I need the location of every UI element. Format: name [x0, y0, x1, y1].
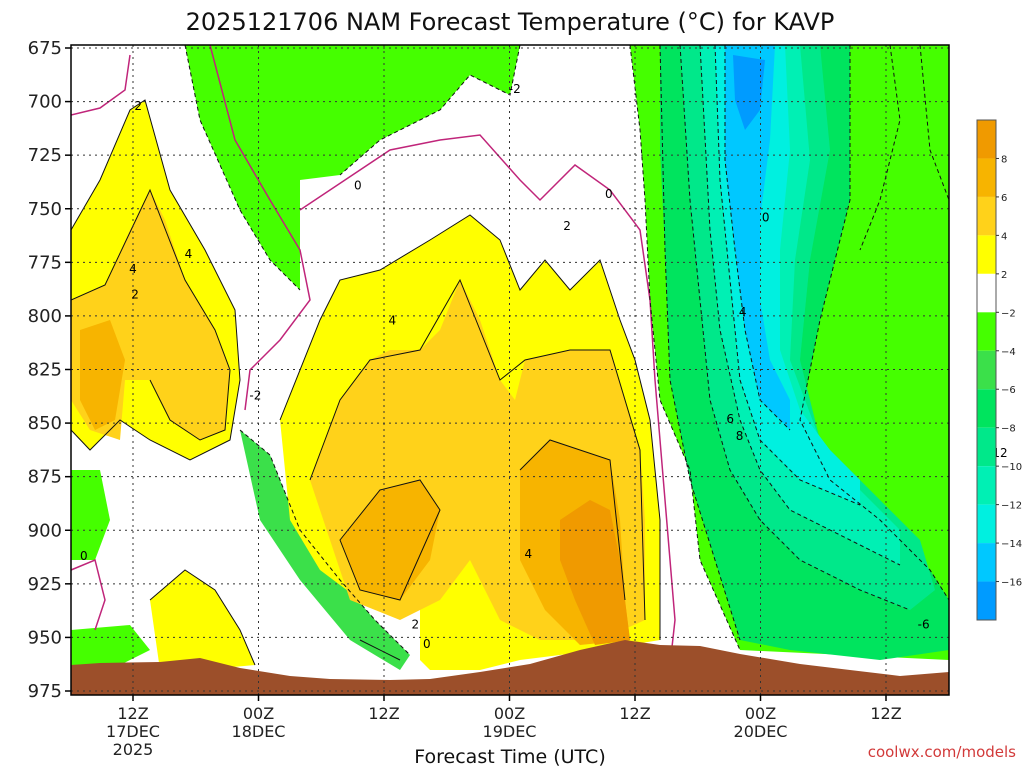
- contour-label: 0: [762, 210, 770, 224]
- y-tick-label: 950: [28, 627, 62, 648]
- contour-label: 4: [129, 262, 137, 276]
- colorbar-frame: [976, 119, 997, 621]
- colorbar-label: −8: [1001, 424, 1016, 435]
- contour-zero-line: [71, 45, 676, 666]
- y-tick-label: 850: [28, 413, 62, 434]
- y-tick-label: 900: [28, 520, 62, 541]
- temperature-field: [71, 45, 949, 695]
- x-tick-date: 20DEC: [734, 722, 788, 741]
- colorbar-segment: [977, 466, 996, 505]
- contour-label: 4: [525, 547, 533, 561]
- credit-link[interactable]: coolwx.com/models: [868, 743, 1016, 761]
- y-tick-label: 825: [28, 360, 62, 381]
- x-tick-label: 12Z: [368, 704, 399, 723]
- colorbar-label: −16: [1001, 578, 1022, 589]
- colorbar-segment: [977, 158, 996, 197]
- y-tick-label: 750: [28, 199, 62, 220]
- colorbar-segment: [977, 504, 996, 544]
- field-lightblue: [725, 45, 790, 430]
- colorbar: 8 6 4 2 −2 −4 −6 −8 −10 −12 −14 −16: [976, 119, 1022, 621]
- colorbar-segment: [977, 273, 996, 313]
- terrain-surface: [71, 640, 949, 695]
- y-tick-label: 775: [28, 252, 62, 273]
- y-tick-label: 725: [28, 145, 62, 166]
- colorbar-label: −14: [1001, 539, 1022, 550]
- contour-lines: [71, 45, 949, 666]
- contour-label: 2: [563, 219, 571, 233]
- contour-label: -6: [918, 618, 930, 632]
- field-green-lowleft: [71, 470, 110, 560]
- colorbar-label: 4: [1001, 231, 1007, 242]
- y-tick-label: 875: [28, 467, 62, 488]
- colorbar-label: 6: [1001, 193, 1007, 204]
- contour-label: 4: [185, 247, 193, 261]
- colorbar-segment: [977, 235, 996, 274]
- field-blue: [733, 55, 765, 130]
- y-tick-label: 925: [28, 574, 62, 595]
- field-darkorange-3: [80, 320, 125, 430]
- contour-label: 8: [736, 429, 744, 443]
- x-axis-title: Forecast Time (UTC): [414, 746, 605, 768]
- colorbar-label: 2: [1001, 270, 1007, 281]
- colorbar-label: −4: [1001, 347, 1016, 358]
- x-tick-date: 19DEC: [483, 722, 537, 741]
- y-tick-label: 675: [28, 38, 62, 59]
- contour-label: 0: [80, 549, 88, 563]
- x-tick-label: 12Z: [870, 704, 901, 723]
- colorbar-segment: [977, 427, 996, 467]
- contour-label: -2: [509, 82, 521, 96]
- y-tick-label: 800: [28, 306, 62, 327]
- contour-label: -2: [249, 388, 261, 402]
- colorbar-label: −12: [1001, 501, 1022, 512]
- colorbar-segment: [977, 543, 996, 582]
- contour-label: 0: [423, 637, 431, 651]
- x-tick-year: 2025: [113, 740, 154, 759]
- colorbar-segment: [977, 120, 996, 159]
- field-green-bottomleft: [71, 625, 150, 665]
- x-tick-date: 18DEC: [232, 722, 286, 741]
- x-tick-label: 00Z: [243, 704, 274, 723]
- x-tick-label: 12Z: [117, 704, 148, 723]
- contour-label: 4: [739, 305, 747, 319]
- contour-solid-lines: [71, 99, 661, 666]
- colorbar-label: −10: [1001, 462, 1022, 473]
- colorbar-label: 8: [1001, 154, 1007, 165]
- field-green-upper: [185, 45, 520, 290]
- field-darkorange-2: [340, 480, 440, 600]
- y-tick-label: 700: [28, 92, 62, 113]
- colorbar-segment: [977, 581, 996, 620]
- x-tick-label: 00Z: [494, 704, 525, 723]
- contour-dashed-lines: [184, 45, 949, 656]
- field-orangered: [560, 500, 630, 645]
- contour-label: 2: [412, 618, 420, 632]
- contour-label: 0: [354, 178, 362, 192]
- colorbar-segment: [977, 350, 996, 390]
- chart-title: 2025121706 NAM Forecast Temperature (°C)…: [186, 8, 835, 36]
- colorbar-label: −2: [1001, 308, 1016, 319]
- contour-label: 6: [726, 412, 734, 426]
- vertical-gridlines: [132, 45, 887, 695]
- contour-label: 2: [134, 99, 142, 113]
- contour-label: 0: [605, 187, 613, 201]
- field-yellow-bottomleft: [150, 570, 255, 670]
- field-green-diagonal: [240, 430, 410, 670]
- x-tick-label: 00Z: [745, 704, 776, 723]
- colorbar-segment: [977, 312, 996, 351]
- contour-label: 2: [131, 288, 139, 302]
- colorbar-segment: [977, 196, 996, 236]
- y-axis-ticks: 675 700 725 750 775 800 825 850 875 900 925 950 975: [28, 38, 71, 702]
- x-tick-date: 17DEC: [106, 722, 160, 741]
- y-tick-label: 975: [28, 681, 62, 702]
- contour-label: 4: [389, 313, 397, 327]
- colorbar-label: −6: [1001, 385, 1016, 396]
- colorbar-segment: [977, 389, 996, 428]
- x-tick-label: 12Z: [619, 704, 650, 723]
